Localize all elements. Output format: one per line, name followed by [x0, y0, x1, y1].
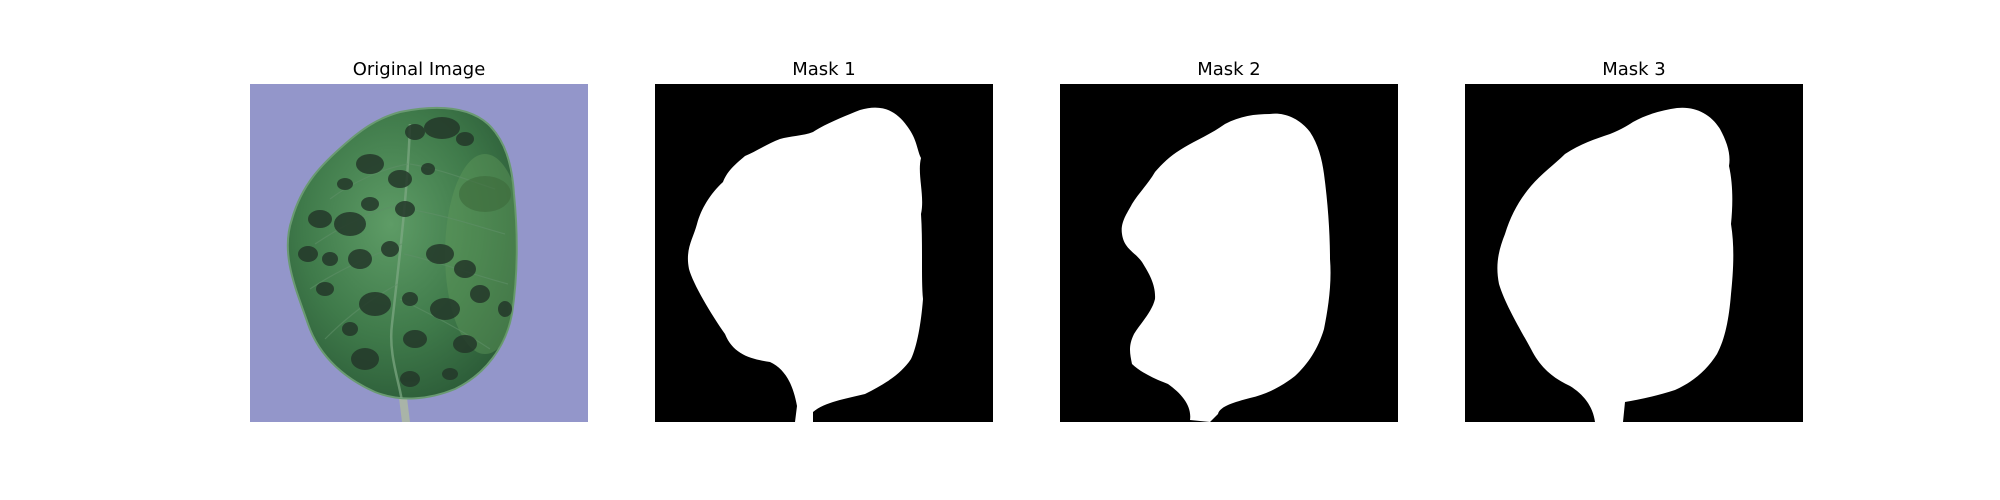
original-image-panel — [250, 84, 588, 422]
panel-title-mask-3: Mask 3 — [1602, 59, 1666, 80]
mask-foreground — [687, 107, 923, 422]
panel-title-original: Original Image — [352, 59, 486, 80]
mask-2-panel — [1060, 84, 1398, 422]
panel-title-mask-1: Mask 1 — [792, 59, 856, 80]
mask-3-panel — [1465, 84, 1803, 422]
mask-2-image — [1060, 84, 1398, 422]
leaf-lesions — [298, 117, 512, 387]
mask-1-image — [655, 84, 993, 422]
leaf-photo — [250, 84, 588, 422]
mask-foreground — [1497, 107, 1734, 422]
mask-1-panel — [655, 84, 993, 422]
mask-foreground — [1121, 113, 1331, 422]
panel-title-mask-2: Mask 2 — [1197, 59, 1261, 80]
mask-3-image — [1465, 84, 1803, 422]
